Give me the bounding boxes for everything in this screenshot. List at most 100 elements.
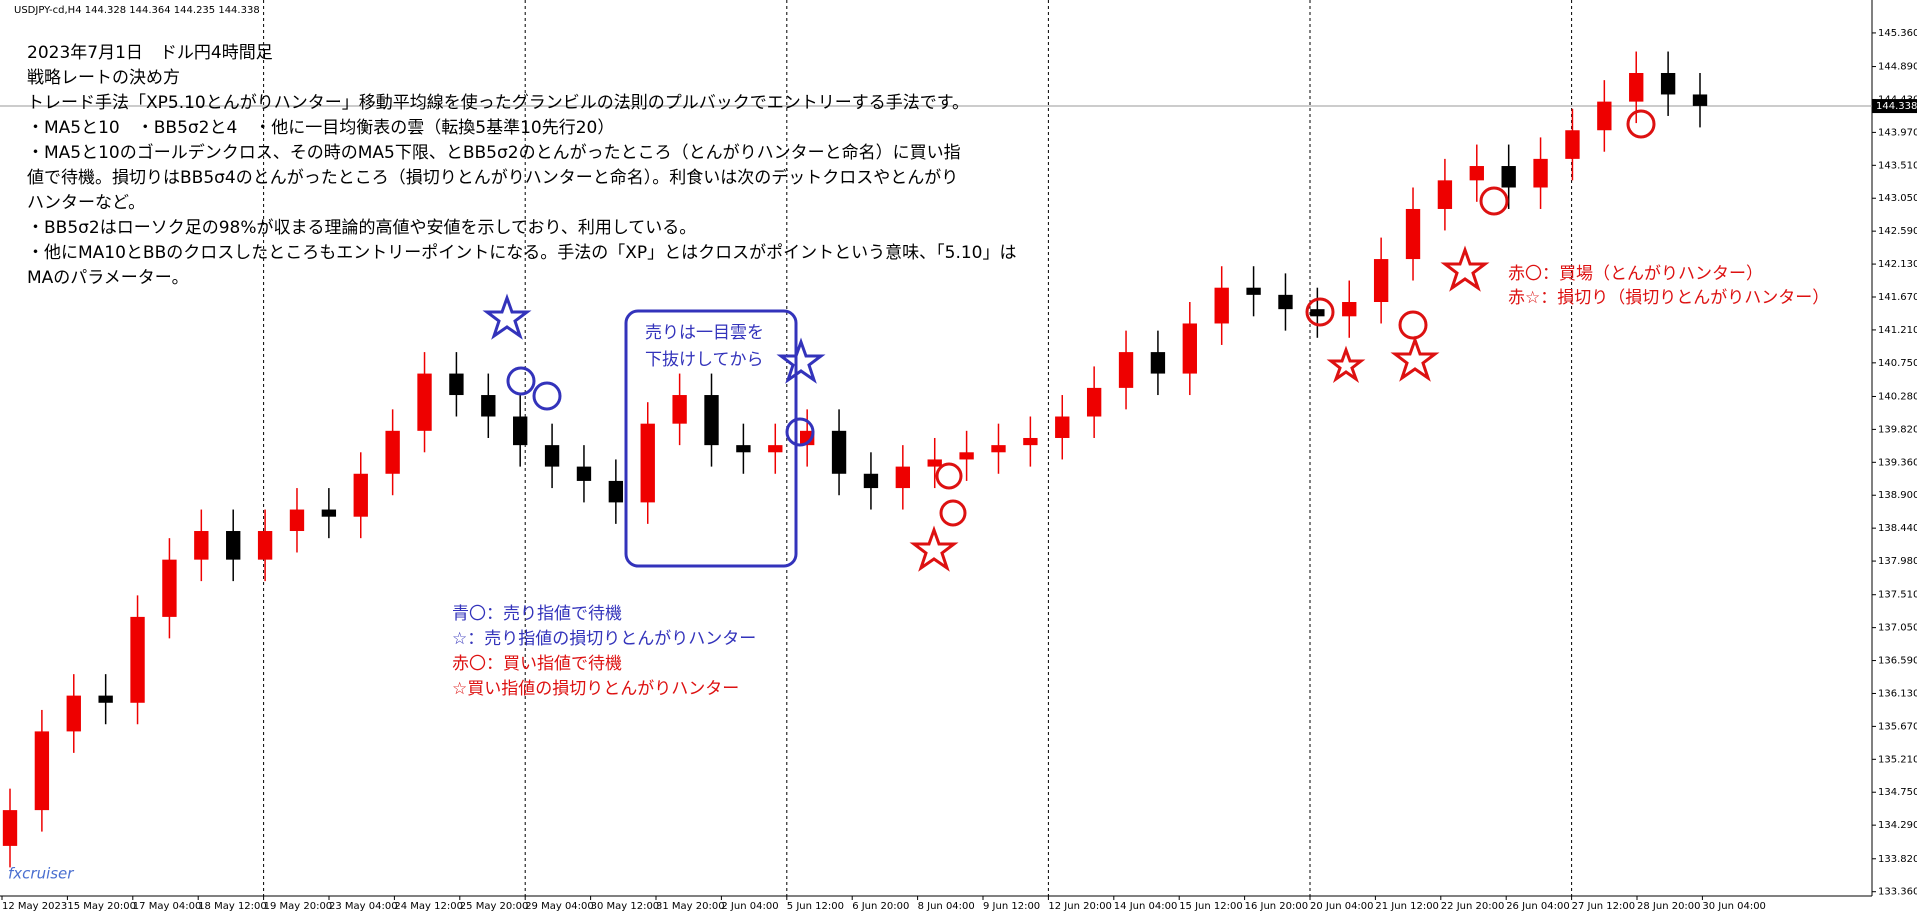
- note-line: トレード手法「XP5.10とんがりハンター」移動平均線を使ったグランビルの法則の…: [27, 92, 969, 113]
- candle-body: [544, 445, 560, 467]
- candle-body: [1469, 166, 1484, 181]
- candle-body: [927, 459, 942, 467]
- candle-body: [1501, 166, 1516, 188]
- note-line: 値で待機。損切りはBB5σ4のとんがったところ（損切りとんがりハンターと命名）。…: [27, 167, 958, 188]
- y-tick-label: 136.130: [1878, 688, 1917, 699]
- y-tick-label: 133.360: [1878, 887, 1917, 898]
- candle-body: [1214, 287, 1229, 324]
- candle-body: [672, 395, 687, 424]
- x-tick-label: 16 Jun 20:00: [1245, 901, 1309, 912]
- candle-body: [704, 395, 719, 446]
- blue-star: [482, 293, 532, 340]
- y-tick-label: 143.510: [1878, 160, 1917, 171]
- x-tick-label: 26 Jun 04:00: [1506, 901, 1570, 912]
- note-line: ・MA5と10のゴールデンクロス、その時のMA5下限、とBB5σ2のとんがったと…: [27, 142, 961, 163]
- x-tick-label: 31 May 20:00: [656, 901, 725, 912]
- note-line: ・他にMA10とBBのクロスしたところもエントリーポイントになる。手法の「XP」…: [27, 243, 1017, 263]
- current-price-label: 144.338: [1876, 101, 1917, 112]
- candle-body: [353, 473, 368, 517]
- note-line: 戦略レートの決め方: [27, 68, 180, 88]
- candle-body: [640, 423, 655, 503]
- x-tick-label: 17 May 04:00: [133, 901, 202, 912]
- y-tick-label: 138.440: [1878, 523, 1917, 534]
- x-tick-label: 30 Jun 04:00: [1702, 901, 1766, 912]
- y-tick-label: 139.820: [1878, 424, 1917, 435]
- x-tick-label: 22 Jun 20:00: [1441, 901, 1505, 912]
- candle-body: [736, 445, 751, 453]
- box-text: 売りは一目雲を: [645, 323, 764, 343]
- red-star: [909, 525, 959, 572]
- candle-body: [162, 559, 177, 617]
- note-line: ・BB5σ2はローソク足の98%が収まる理論的高値や安値を示しており、利用してい…: [27, 218, 696, 238]
- notes: 2023年7月1日 ドル円4時間足戦略レートの決め方トレード手法「XP5.10と…: [27, 43, 1017, 288]
- blue-circle: [532, 381, 562, 411]
- note-line: ・MA5と10 ・BB5σ2と4 ・他に一目均衡表の雲（転換5基準10先行20）: [27, 118, 614, 138]
- y-tick-label: 135.670: [1878, 721, 1917, 732]
- candle-body: [1055, 416, 1070, 438]
- x-tick-label: 19 May 20:00: [264, 901, 333, 912]
- candle-body: [1533, 158, 1548, 188]
- x-tick-label: 30 May 12:00: [591, 901, 660, 912]
- x-tick-label: 14 Jun 04:00: [1114, 901, 1178, 912]
- candle-body: [1023, 437, 1038, 446]
- x-tick-label: 21 Jun 12:00: [1375, 901, 1439, 912]
- blue-star: [776, 337, 826, 384]
- candle-body: [513, 416, 528, 446]
- symbol-header: USDJPY-cd,H4 144.328 144.364 144.235 144…: [14, 5, 260, 16]
- candle-body: [194, 531, 209, 560]
- markers: [482, 109, 1656, 572]
- red-circle: [1626, 109, 1656, 139]
- legend-text: 赤〇：買い指値で待機: [452, 654, 622, 674]
- x-tick-label: 8 Jun 04:00: [918, 901, 975, 912]
- candle-body: [1342, 302, 1357, 317]
- candle-body: [1278, 294, 1293, 310]
- candle-body: [991, 445, 1006, 453]
- candle-body: [831, 430, 847, 474]
- candle-body: [863, 473, 879, 489]
- candle-body: [481, 395, 496, 417]
- y-tick-label: 137.050: [1878, 623, 1917, 634]
- red-circle: [939, 499, 967, 527]
- candle-body: [1692, 94, 1708, 106]
- y-tick-label: 142.590: [1878, 226, 1917, 237]
- y-tick-label: 136.590: [1878, 656, 1917, 667]
- candle-body: [1310, 309, 1325, 317]
- x-tick-label: 12 May 2023: [2, 901, 67, 912]
- candle-body: [98, 695, 113, 703]
- y-tick-label: 145.360: [1878, 28, 1917, 39]
- y-tick-label: 137.980: [1878, 556, 1917, 567]
- candle-body: [1437, 180, 1453, 209]
- y-tick-label: 141.210: [1878, 325, 1917, 336]
- candle-body: [576, 466, 592, 481]
- x-tick-label: 9 Jun 12:00: [983, 901, 1040, 912]
- x-tick-label: 27 Jun 12:00: [1572, 901, 1636, 912]
- candle-body: [321, 509, 337, 517]
- y-tick-label: 133.820: [1878, 854, 1917, 865]
- x-tick-label: 25 May 20:00: [460, 901, 529, 912]
- y-tick-label: 137.510: [1878, 590, 1917, 601]
- candle-body: [608, 480, 624, 503]
- box-text: 下抜けしてから: [645, 350, 764, 370]
- candle-body: [2, 810, 18, 846]
- candle-body: [449, 373, 464, 396]
- red-circle: [1305, 297, 1335, 327]
- x-tick-label: 28 Jun 20:00: [1637, 901, 1701, 912]
- y-tick-label: 142.130: [1878, 259, 1917, 270]
- candle-body: [1629, 72, 1644, 102]
- red-circle: [935, 462, 963, 490]
- note-line: ハンターなど。: [27, 193, 145, 213]
- x-tick-label: 5 Jun 12:00: [787, 901, 844, 912]
- legend-text: ☆：売り指値の損切りとんがりハンター: [452, 629, 756, 649]
- y-tick-label: 134.750: [1878, 787, 1917, 798]
- candle-body: [257, 531, 273, 560]
- red-circle: [1398, 310, 1428, 340]
- annotation-box: [624, 309, 798, 568]
- red-star: [1326, 345, 1366, 383]
- watermark: fxcruiser: [8, 865, 74, 883]
- x-tick-label: 20 Jun 04:00: [1310, 901, 1374, 912]
- candle-body: [1373, 259, 1389, 303]
- y-tick-label: 134.290: [1878, 820, 1917, 831]
- candle-body: [1660, 72, 1676, 95]
- candle-body: [417, 373, 432, 431]
